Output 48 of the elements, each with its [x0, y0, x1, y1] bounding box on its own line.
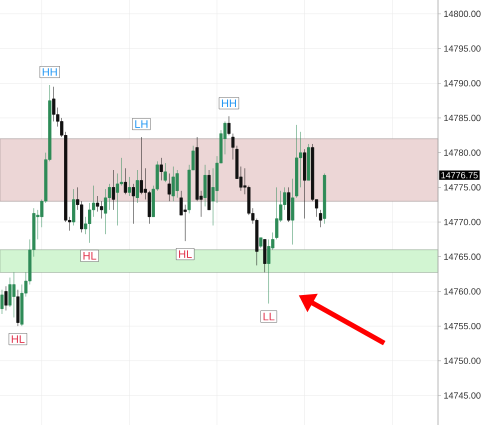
y-tick-label: 14750.00 [444, 358, 481, 364]
candlestick [203, 164, 207, 207]
candlestick [291, 178, 294, 245]
candlestick [259, 237, 262, 248]
candlestick [306, 144, 310, 181]
candlestick [303, 148, 306, 219]
candlestick [72, 188, 76, 226]
candlestick [112, 170, 116, 210]
y-tick-label: 14795.00 [444, 45, 481, 52]
candlestick [207, 170, 211, 210]
candlestick [295, 124, 298, 198]
annotation: LH [135, 120, 148, 128]
candlestick [322, 173, 326, 224]
y-tick-label: 14770.00 [444, 218, 481, 226]
text: 14776.75 [441, 172, 478, 178]
y-tick-label: 14780.00 [444, 149, 481, 156]
annotation: HL [83, 252, 96, 260]
candlestick [160, 158, 163, 181]
y-tick-label: 14765.00 [444, 254, 481, 260]
candlestick [16, 289, 20, 326]
annotation: HL [179, 250, 192, 258]
candlestick [136, 170, 139, 204]
annotation: HH [222, 99, 236, 108]
candlestick [318, 210, 322, 228]
candlestick [132, 184, 135, 224]
candlestick [168, 173, 171, 202]
candlestick [172, 166, 175, 202]
candlestick [263, 239, 266, 273]
candlestick [176, 170, 179, 198]
y-tick-label: 14775.00 [444, 184, 481, 191]
candlestick [124, 168, 128, 195]
candlestick [164, 162, 167, 182]
y-tick-label: 14760.00 [444, 288, 481, 295]
y-tick-label: 14745.00 [444, 392, 481, 399]
candlestick [287, 187, 290, 222]
candlestick [4, 286, 8, 311]
annotation: LL [264, 312, 275, 320]
y-tick-label: 14755.00 [444, 322, 481, 330]
candlestick [12, 272, 16, 318]
y-tick-label: 14785.00 [444, 114, 481, 122]
candlestick [128, 176, 132, 196]
candlestick [0, 289, 4, 314]
y-tick-label: 14790.00 [444, 80, 481, 86]
y-tick-label: 14800.00 [444, 10, 481, 18]
annotation: HL [12, 335, 25, 343]
candlestick [275, 187, 278, 240]
candlestick [227, 116, 231, 136]
annotation: HH [42, 68, 57, 76]
